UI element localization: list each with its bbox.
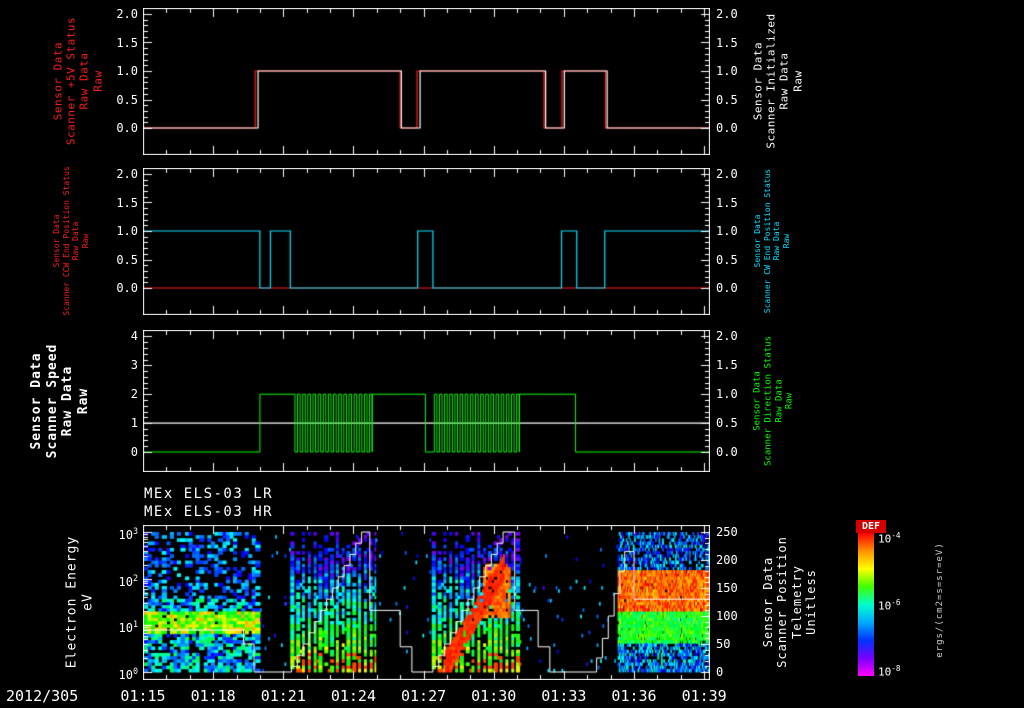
colorbar-gradient [858,533,874,676]
axis-label-line: Scanner CCW End Position Status [61,166,71,316]
axis-label-line: Sensor Data [51,41,65,121]
axis-label-line: Raw [791,70,805,92]
y-tick-label: 0.0 [116,281,138,295]
y-tick-label: 4 [130,329,138,344]
y-tick-label: 101 [118,619,139,636]
colorbar-units-label: ergs/(cm2=s=sr=eV) [935,542,945,658]
y-tick-label: 0.5 [716,416,738,431]
y-tick-label: 200 [716,553,738,567]
axis-label-line: Telemetry [790,564,804,640]
spectrogram-title-lr: MEx ELS-03 LR [144,486,274,502]
colorbar-cap [856,520,886,533]
spectrogram-canvas [143,525,710,680]
y-tick-label: 2.0 [116,167,138,181]
panel-els-spectrogram [143,525,710,680]
x-tick-label: 01:18 [190,687,236,705]
panel3-canvas [143,330,710,472]
colorbar-tick-label: 10-6 [878,597,901,613]
y-tick-label: 0.0 [716,445,738,459]
y-tick-label: 1.5 [716,358,738,373]
panel4-left-axis-label: Electron Energy eV [64,536,95,668]
y-tick-label: 0.5 [716,92,738,107]
y-tick-label: 1.5 [716,35,738,50]
y-tick-label: 0.0 [716,281,738,295]
y-tick-label: 2.0 [116,7,138,21]
x-tick-label: 01:30 [471,687,517,705]
y-tick-label: 0.5 [716,252,738,267]
axis-label-line: Sensor Data [28,352,44,450]
axis-label-line: Unitless [804,569,819,635]
colorbar-tick-label: 10-8 [878,664,901,679]
x-tick-label: 01:21 [260,687,306,705]
y-tick-label: 0.0 [716,121,738,135]
panel-scanner-end-position [143,168,710,315]
y-tick-label: 1.5 [116,35,138,50]
x-tick-label: 01:36 [611,687,657,705]
axis-label-line: Raw Data [778,52,791,110]
axis-label-line: Scanner +5V Status [64,16,78,146]
y-tick-label: 150 [716,581,738,595]
axis-label-line: Raw Data [60,365,75,437]
axis-label-line: Raw [784,392,795,410]
colorbar-title: DEF [861,521,881,532]
x-tick-label: 01:15 [120,687,166,705]
y-tick-label: 1.0 [716,64,738,78]
x-tick-label: 01:39 [681,687,727,705]
y-tick-label: 103 [118,526,139,542]
x-tick-label: 01:27 [400,687,447,705]
y-tick-label: 1.0 [116,64,138,78]
y-tick-label: 3 [130,358,138,373]
panel2-left-axis-label: Sensor Data Scanner CCW End Position Stat… [52,166,90,315]
y-tick-label: 0.0 [116,121,138,135]
y-tick-label: 0.5 [116,252,138,267]
y-tick-label: 2.0 [716,7,738,21]
y-tick-label: 1.0 [716,224,738,238]
y-tick-label: 100 [118,666,139,682]
panel1-canvas [143,8,710,155]
axis-label-line: Electron Energy [64,535,80,669]
y-tick-label: 1 [130,416,138,431]
y-tick-label: 50 [716,637,731,651]
spectrogram-title-hr: MEx ELS-03 HR [144,504,274,520]
y-tick-label: 102 [118,572,139,589]
y-tick-label: 250 [716,525,738,539]
panel-scanner-speed [143,330,710,472]
y-tick-label: 1.0 [116,224,138,238]
x-tick-label: 01:33 [541,687,587,705]
y-tick-label: 0.5 [116,92,138,107]
y-tick-label: 1.5 [716,195,738,210]
y-tick-label: 1.5 [116,195,138,210]
panel-scanner-5v-status [143,8,710,155]
y-tick-label: 0 [130,445,138,459]
axis-label-line: Raw [781,233,791,249]
panel2-canvas [143,168,710,315]
y-tick-label: 2.0 [716,167,738,181]
y-tick-label: 2 [130,387,138,402]
x-axis-date-label: 2012/305 [6,687,79,705]
y-tick-label: 0 [716,665,724,679]
axis-label-line: Scanner Speed [44,343,60,459]
x-tick-label: 01:24 [330,687,376,705]
colorbar-tick-label: 10-4 [878,531,901,546]
axis-label-line: Raw Data [71,221,80,261]
axis-label-line: Scanner Position [775,536,790,668]
y-tick-label: 1.0 [716,387,738,402]
panel3-left-axis-label: Sensor Data Scanner Speed Raw Data Raw [29,344,91,459]
y-tick-label: 100 [716,609,738,623]
axis-label-line: eV [80,593,95,611]
axis-label-line: Sensor Data [51,214,61,268]
y-tick-label: 2.0 [716,329,738,344]
